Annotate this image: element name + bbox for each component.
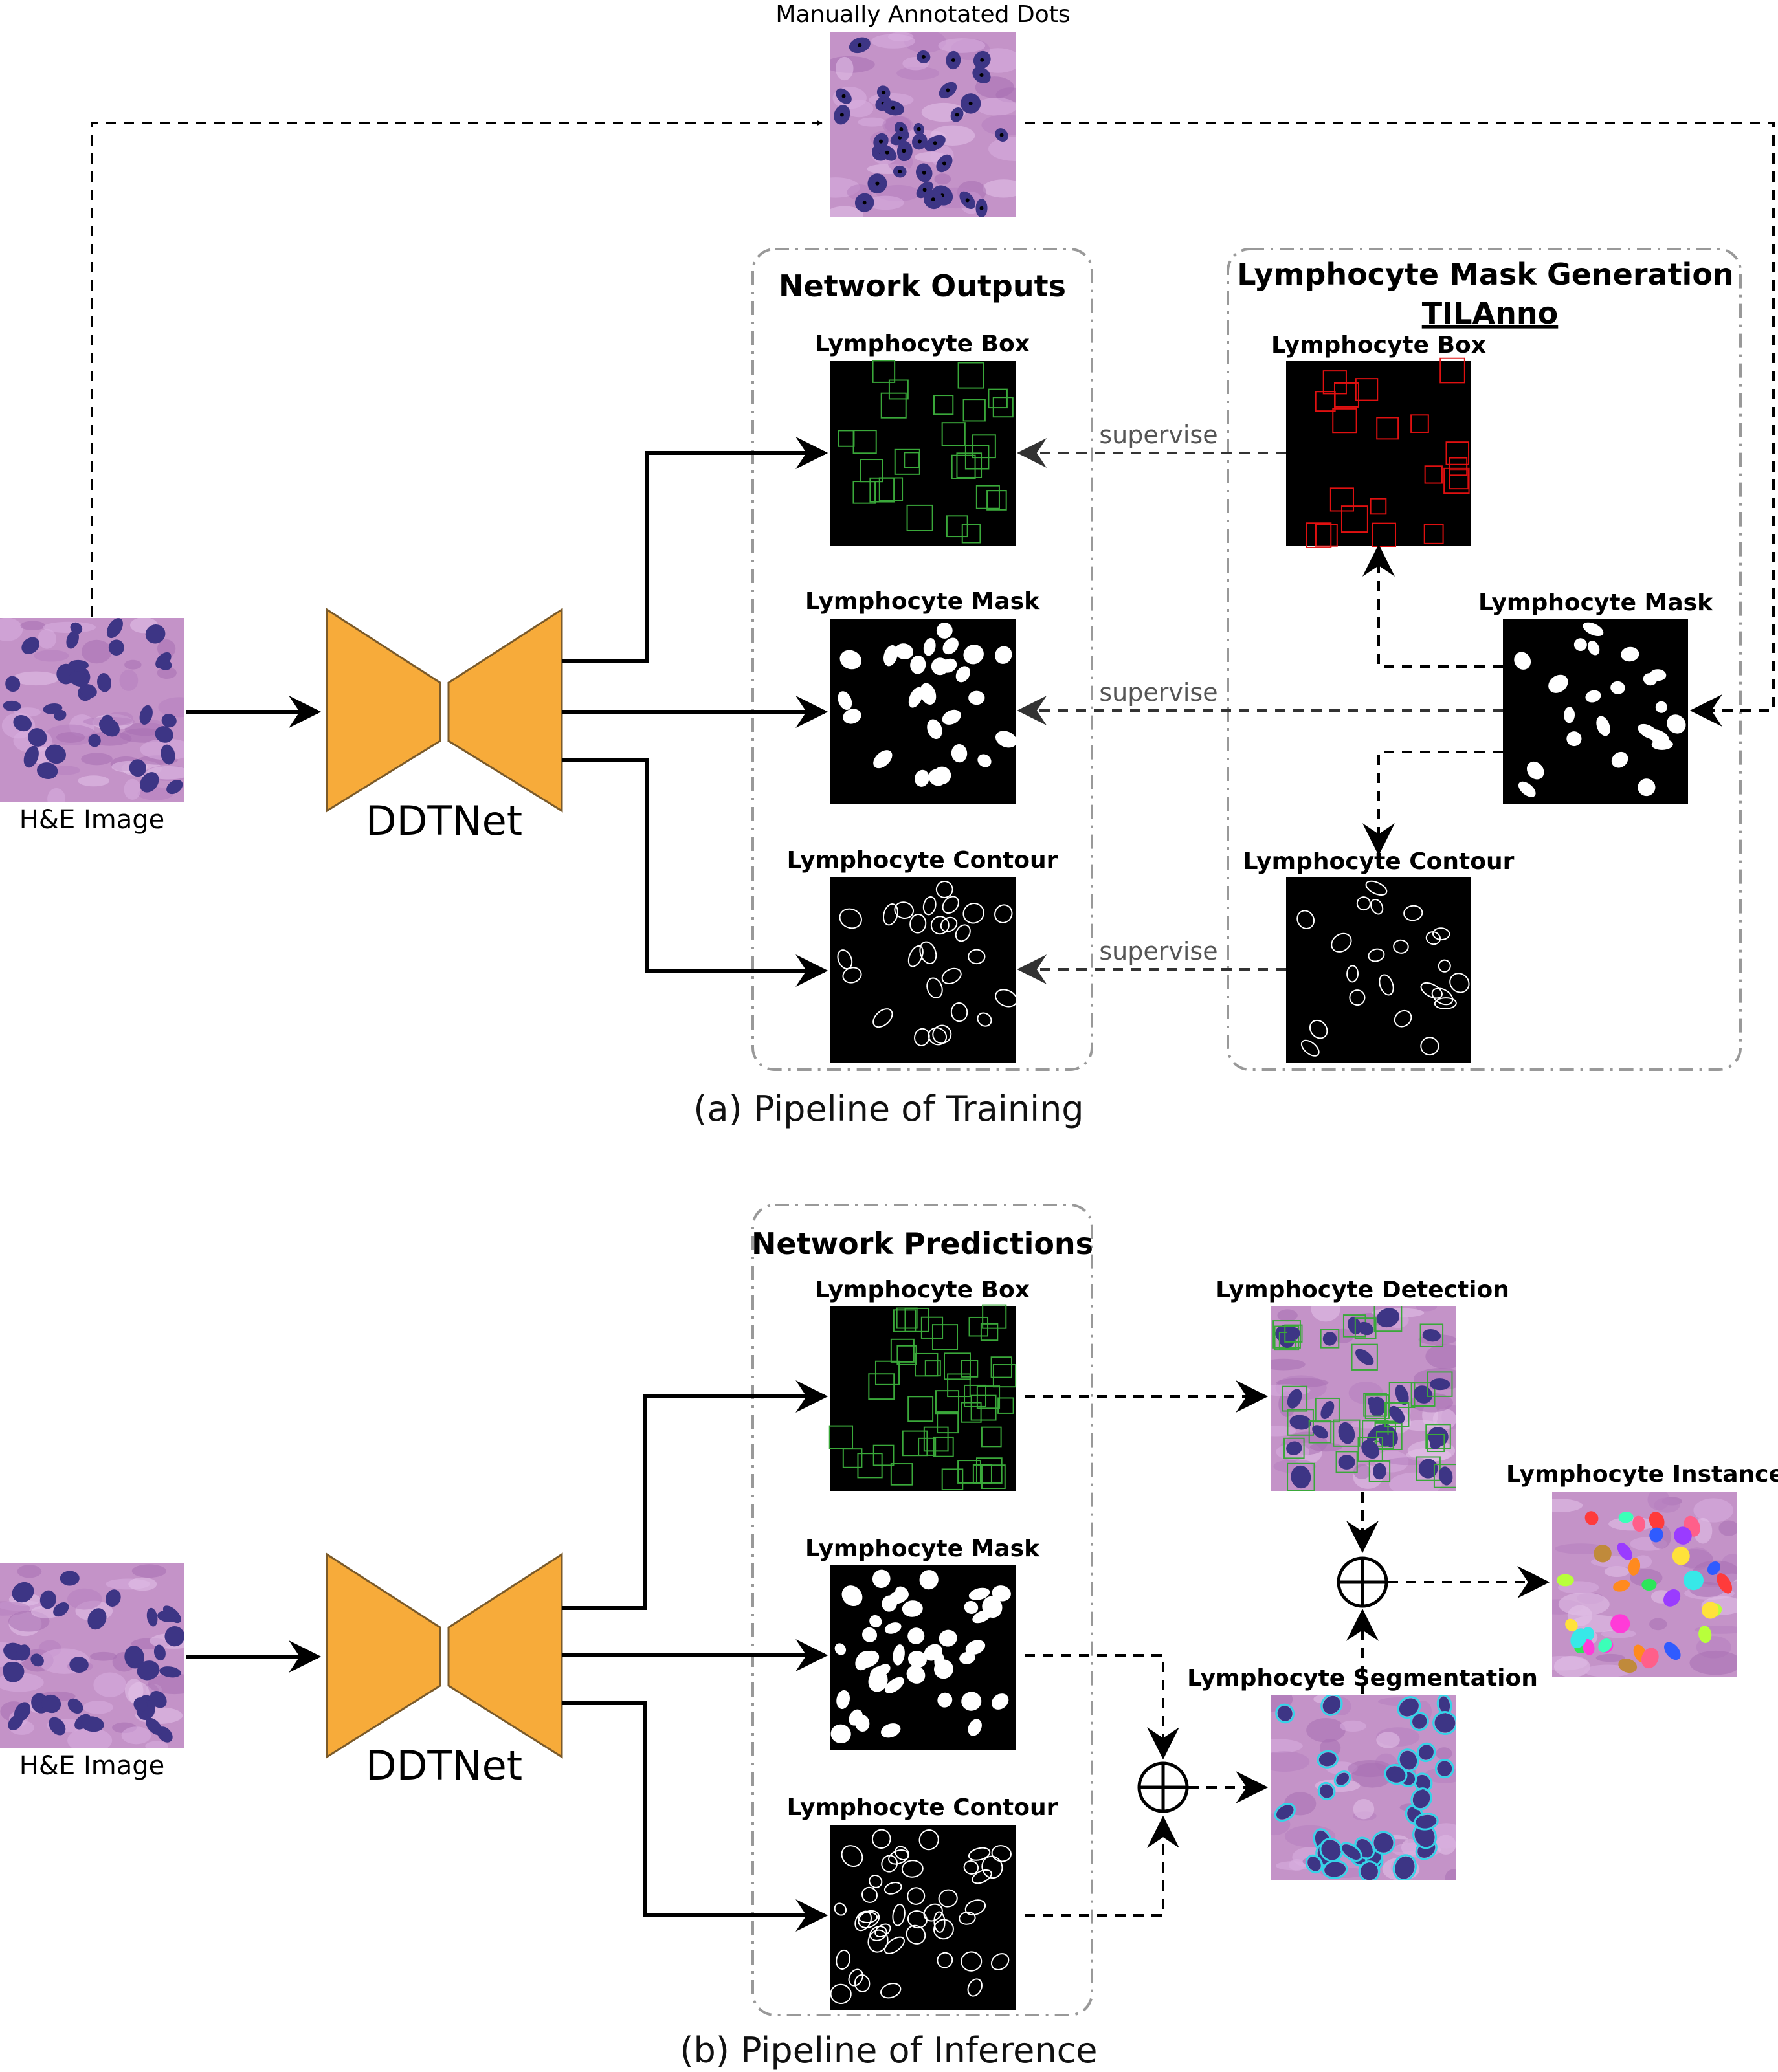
segmentation-image [1271, 1695, 1456, 1880]
instance-image [1552, 1492, 1737, 1677]
ddtnet-inference-label: DDTNet [366, 1742, 522, 1789]
pred-contour-panel [830, 1825, 1016, 2010]
supervise-label-mask: supervise [1099, 678, 1217, 707]
mask-generation-title: Lymphocyte Mask Generation [1237, 257, 1733, 292]
pred-box-label: Lymphocyte Box [815, 1277, 1030, 1303]
combine-instance-icon [1337, 1556, 1388, 1608]
gen-mask-panel [1503, 619, 1688, 804]
pred-contour-label: Lymphocyte Contour [787, 1794, 1058, 1821]
annotated-dots-label: Manually Annotated Dots [775, 1, 1070, 28]
pred-mask-label: Lymphocyte Mask [805, 1536, 1040, 1562]
detection-image [1271, 1306, 1456, 1491]
supervise-label-box: supervise [1099, 421, 1217, 449]
training-caption: (a) Pipeline of Training [693, 1088, 1083, 1129]
ddtnet-network [326, 608, 563, 813]
supervise-label-contour: supervise [1099, 937, 1217, 965]
he-image-inference [0, 1563, 184, 1748]
detection-label: Lymphocyte Detection [1216, 1277, 1509, 1303]
he-image [0, 618, 184, 802]
gen-box-label: Lymphocyte Box [1271, 332, 1486, 358]
ddtnet-label: DDTNet [366, 797, 522, 844]
output-box-panel [830, 360, 1016, 546]
output-mask-panel [830, 619, 1017, 804]
ddtnet-network-inference [326, 1552, 563, 1759]
network-predictions-title: Network Predictions [751, 1226, 1093, 1261]
gen-contour-panel [1286, 877, 1471, 1063]
output-mask-label: Lymphocyte Mask [805, 588, 1040, 615]
annotated-dots-image [830, 32, 1016, 217]
gen-mask-label: Lymphocyte Mask [1478, 590, 1713, 616]
tilanno-label: TILAnno [1422, 296, 1559, 331]
output-box-label: Lymphocyte Box [815, 331, 1030, 357]
instance-label: Lymphocyte Instance [1506, 1461, 1778, 1488]
inference-pipeline: H&E Image DDTNet Network Predictions Lym… [0, 1204, 1778, 2071]
inference-caption: (b) Pipeline of Inference [680, 2030, 1097, 2071]
pred-mask-panel [830, 1565, 1016, 1750]
output-contour-label: Lymphocyte Contour [787, 847, 1058, 874]
training-pipeline: H&E Image Manually Annotated Dots DDTNet… [0, 1, 1775, 1129]
he-image-inference-label: H&E Image [19, 1751, 165, 1781]
pred-box-panel [828, 1304, 1017, 1491]
combine-segmentation-icon [1137, 1761, 1189, 1813]
network-outputs-frame [751, 248, 1093, 1071]
output-contour-panel [830, 877, 1018, 1063]
gen-box-panel [1286, 357, 1471, 548]
network-outputs-title: Network Outputs [779, 269, 1066, 303]
mask-generation-frame [1227, 248, 1742, 1071]
he-image-label: H&E Image [19, 805, 165, 835]
